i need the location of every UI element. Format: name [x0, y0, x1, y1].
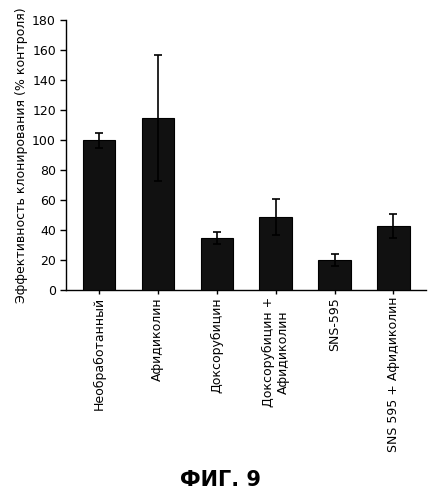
Bar — [201, 238, 233, 290]
Text: ФИГ. 9: ФИГ. 9 — [180, 470, 261, 490]
Bar — [142, 118, 174, 290]
Bar — [83, 140, 115, 290]
Bar — [377, 226, 410, 290]
Y-axis label: Эффективность клонирования (% контроля): Эффективность клонирования (% контроля) — [15, 7, 28, 303]
Bar — [318, 260, 351, 290]
Bar — [259, 216, 292, 290]
